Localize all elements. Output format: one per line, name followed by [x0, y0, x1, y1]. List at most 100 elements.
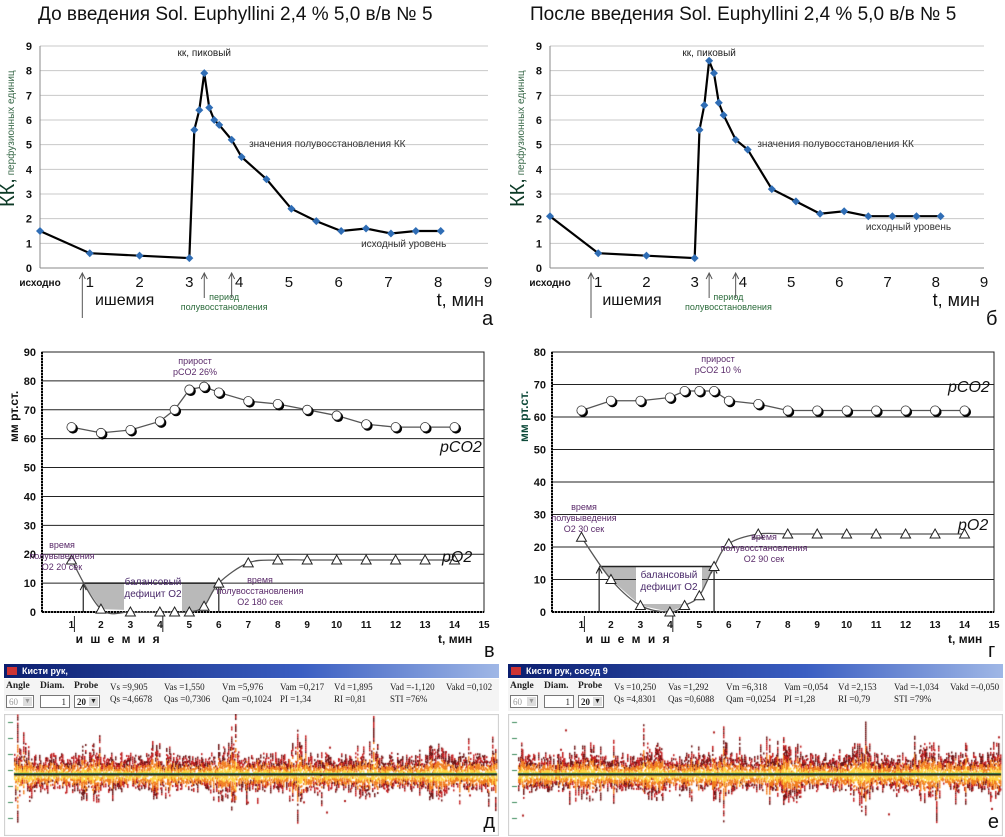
annotation-half-recovery: O2 180 сек	[237, 597, 283, 607]
data-point-pco2	[605, 395, 616, 406]
y-tick-label: 5	[536, 140, 542, 152]
y-tick-label: 7	[536, 90, 542, 102]
panel-letter-g: г	[988, 640, 996, 662]
data-point-po2	[634, 599, 647, 610]
data-point-po2	[929, 527, 941, 539]
x-tick-label: 12	[390, 620, 402, 631]
x-tick-label: 4	[157, 620, 163, 631]
chevron-down-icon[interactable]: ▼	[527, 697, 536, 706]
x-tick-label: 5	[187, 620, 193, 631]
param-value: Qam =0,0254	[726, 694, 776, 704]
data-point-po2	[168, 605, 181, 617]
y-tick-label: 0	[536, 263, 542, 275]
data-point-po2	[664, 605, 676, 617]
data-point-po2	[811, 527, 824, 539]
y-tick-label: 80	[534, 347, 546, 359]
half-time-marker-head	[79, 582, 87, 591]
annotation-peak: кк, пиковый	[682, 48, 735, 59]
title-before: До введения Sol. Euphyllini 2,4 % 5,0 в/…	[38, 4, 433, 25]
x-tick-label: 8	[932, 274, 940, 291]
x-tick-label: 10	[841, 620, 853, 631]
x-tick-label: 2	[608, 620, 614, 631]
data-point-po2	[183, 605, 196, 617]
data-point-po2	[198, 600, 210, 611]
panel-letter: е	[987, 811, 999, 833]
data-point	[791, 197, 800, 206]
data-point-po2	[242, 556, 255, 568]
x-tick-label: 3	[638, 620, 644, 631]
window-title: Кисти рук,	[22, 666, 68, 676]
y-tick-label: 20	[24, 549, 36, 561]
data-point-pco2	[199, 381, 210, 392]
x-tick-label: 4	[739, 274, 747, 291]
chevron-down-icon[interactable]: ▼	[23, 697, 32, 706]
period-arrow-start-head	[200, 271, 208, 280]
x-tick-label: 6	[835, 274, 843, 291]
y-tick-label: 4	[26, 164, 33, 176]
data-point-pco2	[302, 404, 313, 415]
data-point-po2	[722, 537, 735, 549]
param-value: Vam =0,217	[280, 682, 325, 692]
data-point	[690, 254, 699, 263]
deficit-label-box	[124, 573, 182, 611]
y-tick-label: 6	[26, 115, 32, 127]
y-tick-label: 80	[24, 376, 36, 388]
annotation-half-removal: O2 20 сек	[42, 562, 83, 572]
x-tick-label: 1	[69, 620, 75, 631]
window-title: Кисти рук, сосуд 9	[526, 666, 608, 676]
period-arrow-end-head	[228, 271, 236, 280]
data-point-po2	[95, 603, 107, 614]
x-tick-label: 7	[755, 620, 761, 631]
angle-value: 60	[513, 697, 522, 707]
x-tick-label: 1	[594, 274, 602, 291]
data-point-po2	[65, 553, 78, 565]
data-point-po2	[958, 527, 971, 539]
annotation-ischemia: ишемия	[95, 292, 154, 309]
data-point	[227, 135, 236, 144]
data-point	[200, 69, 209, 78]
data-point-pco2	[694, 386, 705, 397]
param-value: Vm =5,976	[222, 682, 264, 692]
annotation-ischemia: ишемия	[602, 292, 661, 309]
data-point-pco2	[753, 399, 764, 410]
data-point-pco2	[243, 396, 254, 407]
data-point-po2	[448, 553, 461, 565]
x-tick-label: 15	[478, 620, 490, 631]
data-point	[215, 120, 224, 129]
diam-value: 1	[565, 697, 571, 707]
data-point	[888, 212, 897, 221]
param-value: Qas =0,7306	[164, 694, 211, 704]
annotation-half-removal: полувыведения	[551, 513, 616, 523]
x-tick-label: 1	[579, 620, 585, 631]
data-point	[36, 227, 44, 235]
y-tick-label: 3	[536, 189, 542, 201]
x-tick-label: 2	[98, 620, 104, 631]
diam-input[interactable]: 1	[544, 695, 574, 708]
ischemia-arrow-head	[587, 271, 595, 280]
data-point-po2	[840, 527, 853, 539]
panel-letter: д	[483, 811, 495, 833]
angle-select[interactable]: 60 ▼	[6, 695, 34, 708]
annotation-deficit: балансовый	[641, 569, 698, 581]
diam-input[interactable]: 1	[40, 695, 70, 708]
annotation-half-recovery: время	[751, 532, 777, 542]
data-point-po2	[870, 527, 882, 539]
probe-select[interactable]: 20 ▼	[578, 695, 604, 708]
chevron-down-icon[interactable]: ▼	[89, 697, 98, 706]
angle-select[interactable]: 60 ▼	[510, 695, 538, 708]
y-tick-label: 9	[536, 41, 542, 53]
chevron-down-icon[interactable]: ▼	[593, 697, 602, 706]
data-point	[743, 145, 752, 154]
param-value: Qas =0,6088	[668, 694, 715, 704]
period-arrow-end-head	[732, 271, 740, 280]
data-point	[912, 212, 921, 221]
param-value: RI =0,81	[334, 694, 367, 704]
label-po2: pO2	[957, 517, 988, 534]
probe-select[interactable]: 20 ▼	[74, 695, 100, 708]
param-value: Vs =9,905	[110, 682, 148, 692]
y-tick-label: 5	[26, 140, 32, 152]
plot-frame	[41, 351, 485, 613]
data-point	[731, 135, 740, 144]
